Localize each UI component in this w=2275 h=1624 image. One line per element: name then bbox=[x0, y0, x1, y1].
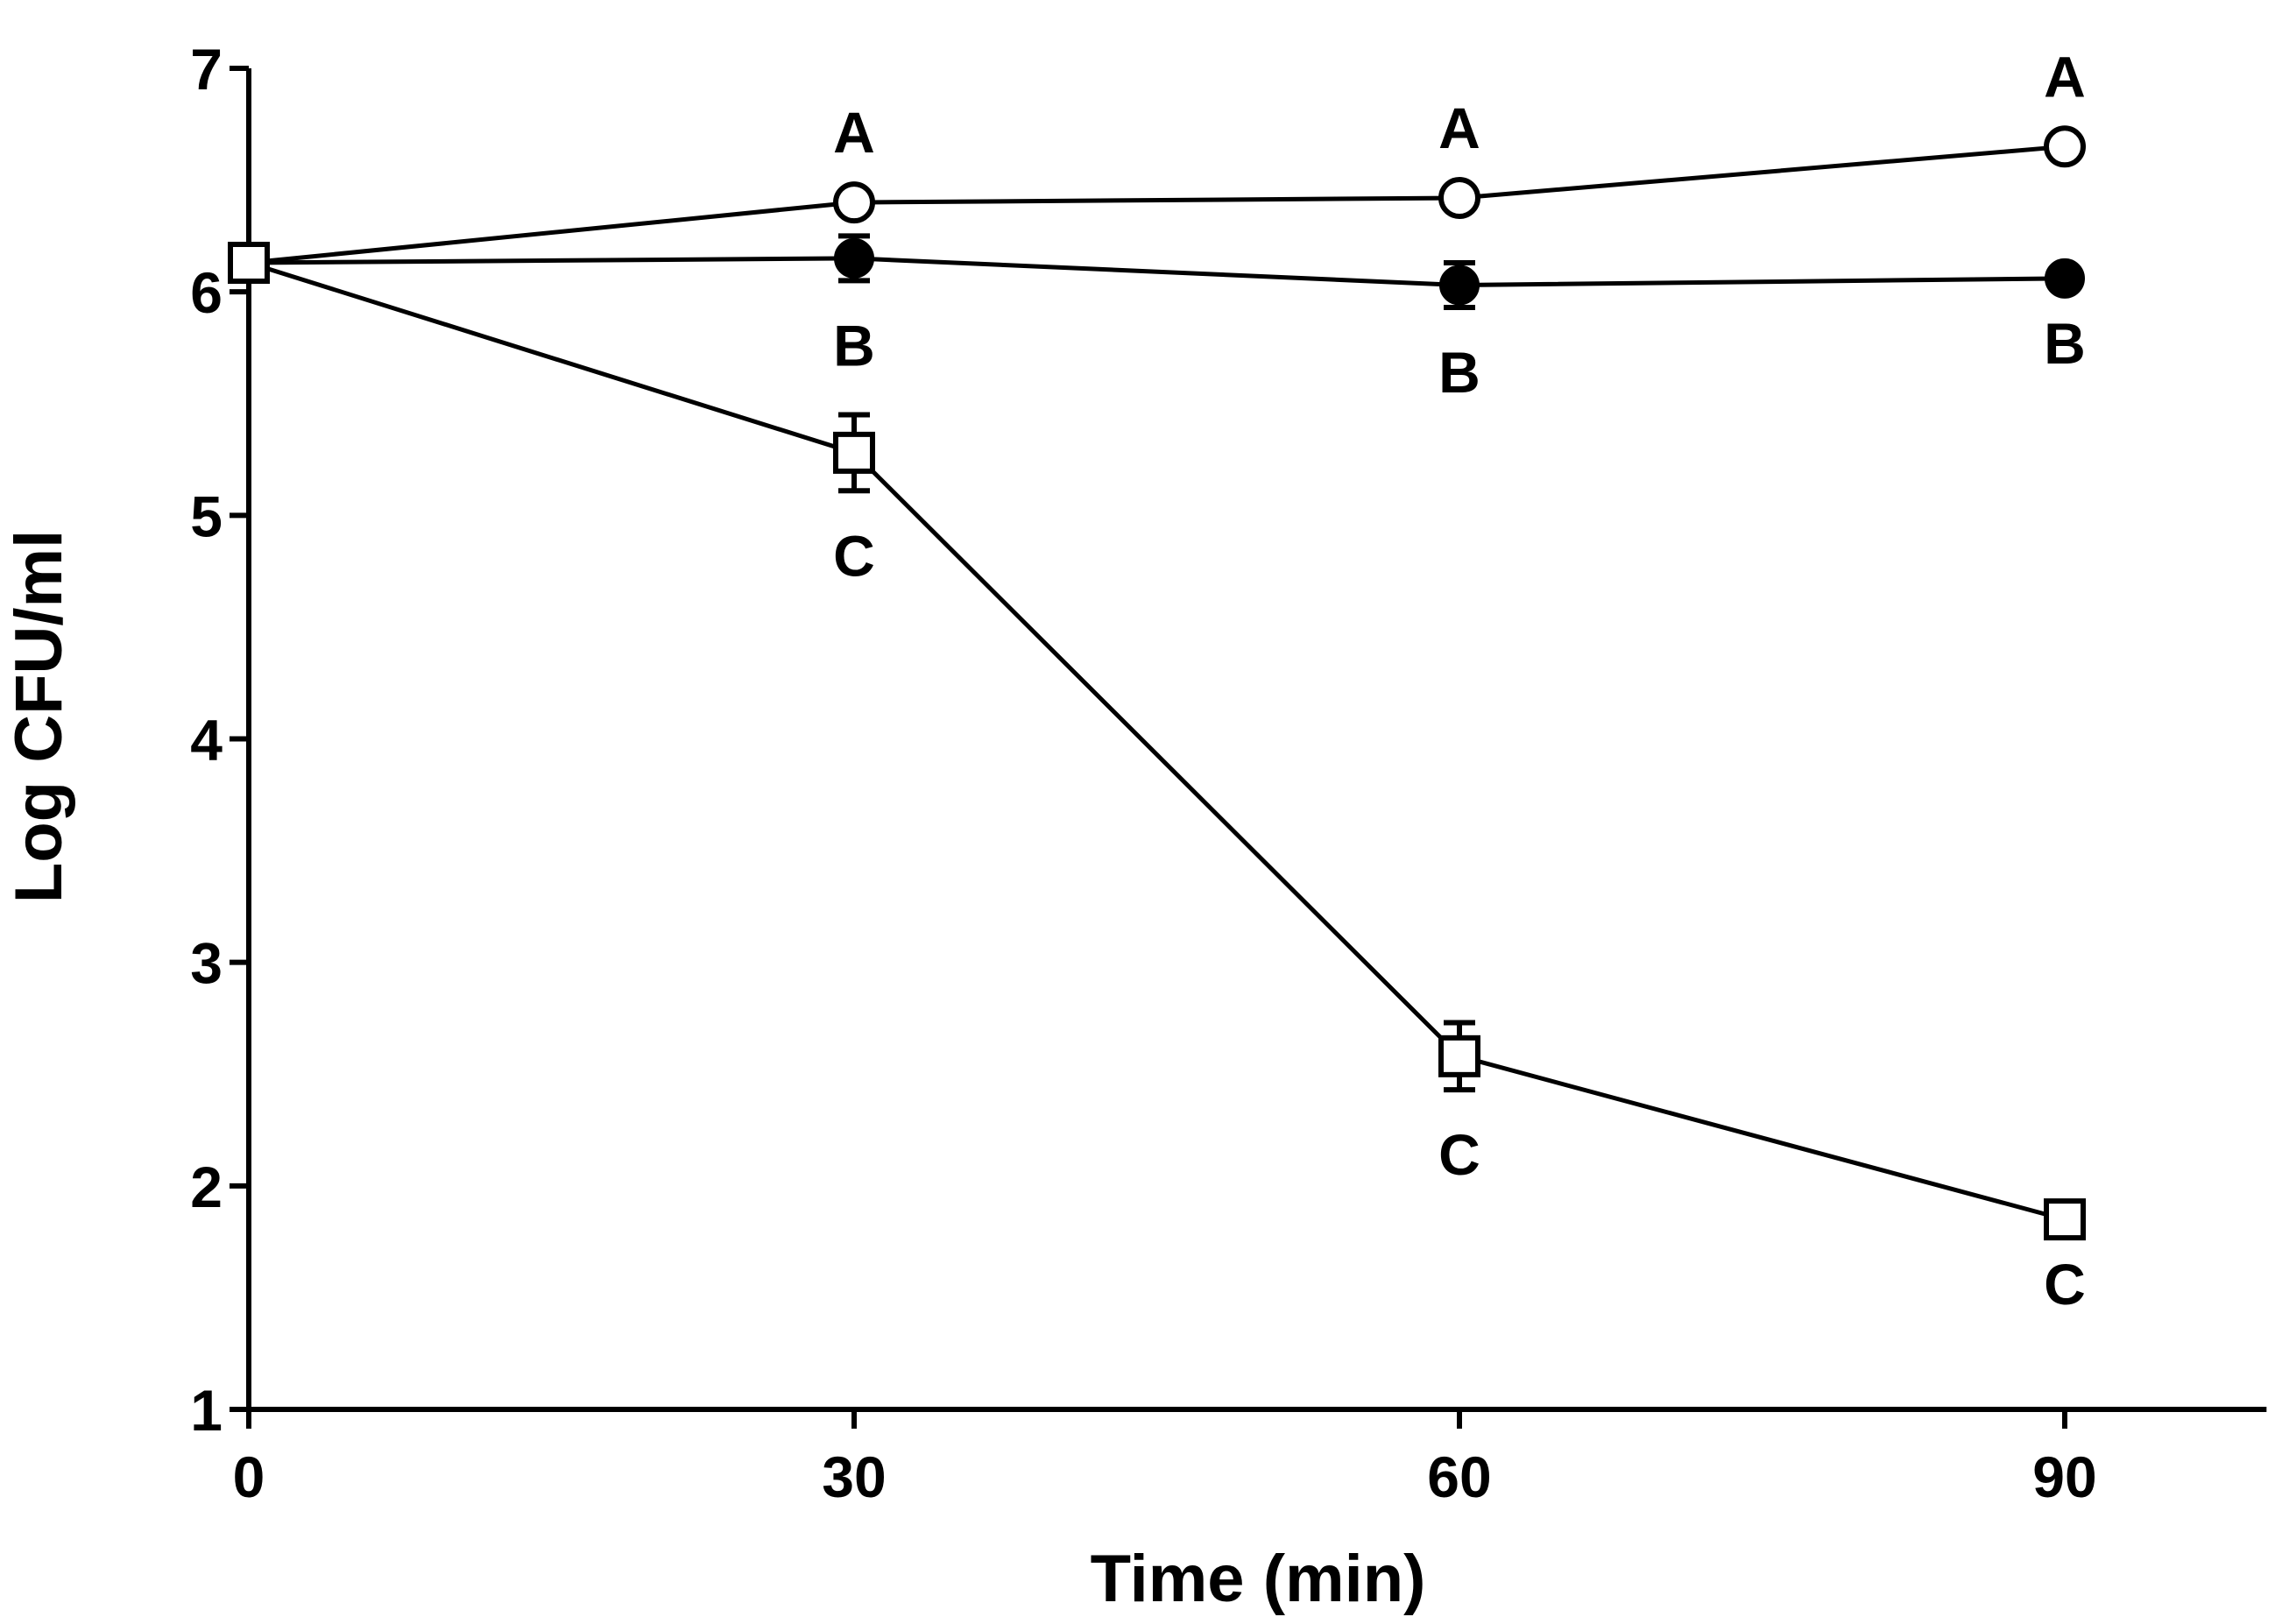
data-point-open-square bbox=[833, 431, 875, 474]
significance-letter: C bbox=[1438, 1122, 1480, 1187]
significance-letters: A A A B B B C C C bbox=[833, 44, 2086, 1317]
data-point-open-square bbox=[228, 241, 270, 284]
significance-letter: C bbox=[833, 523, 875, 588]
data-point-open-circle bbox=[833, 181, 875, 224]
y-tick-label: 1 bbox=[190, 1378, 223, 1443]
data-point-open-circle bbox=[2044, 125, 2086, 168]
data-point-open-circle bbox=[1438, 176, 1480, 219]
x-axis-title: Time (min) bbox=[1091, 1542, 1426, 1616]
significance-letter: B bbox=[1438, 340, 1480, 405]
significance-letter: B bbox=[2044, 311, 2086, 376]
data-point-filled-circle bbox=[1439, 265, 1480, 306]
y-tick-label: 4 bbox=[190, 708, 223, 773]
data-point-open-square bbox=[2044, 1198, 2086, 1241]
significance-letter: B bbox=[833, 313, 875, 378]
axes: 1 2 3 4 5 6 7 0 30 60 90 bbox=[190, 37, 2267, 1509]
data-point-filled-circle bbox=[834, 237, 874, 279]
y-tick-label: 3 bbox=[190, 931, 223, 996]
series-line-filled-circle bbox=[248, 256, 2066, 288]
x-tick-label: 90 bbox=[2032, 1444, 2096, 1509]
y-tick-label: 5 bbox=[190, 484, 223, 548]
x-tick-label: 60 bbox=[1427, 1444, 1491, 1509]
significance-letter: A bbox=[833, 100, 875, 165]
series-line-open-circle bbox=[248, 144, 2066, 265]
y-tick-label: 7 bbox=[190, 37, 223, 102]
significance-letter: C bbox=[2044, 1252, 2086, 1317]
x-tick-label: 0 bbox=[233, 1444, 265, 1509]
data-point-open-square bbox=[1438, 1034, 1480, 1077]
x-tick-label: 30 bbox=[822, 1444, 886, 1509]
data-markers bbox=[228, 125, 2086, 1241]
data-point-filled-circle bbox=[2045, 258, 2085, 299]
y-tick-label: 2 bbox=[190, 1154, 223, 1219]
significance-letter: A bbox=[1438, 95, 1480, 160]
series-lines bbox=[248, 144, 2066, 1222]
series-line-open-square bbox=[248, 260, 2066, 1222]
y-tick-label: 6 bbox=[190, 260, 223, 325]
y-axis-title: Log CFU/ml bbox=[2, 530, 76, 903]
error-bars bbox=[838, 233, 1475, 1093]
significance-letter: A bbox=[2044, 44, 2086, 109]
